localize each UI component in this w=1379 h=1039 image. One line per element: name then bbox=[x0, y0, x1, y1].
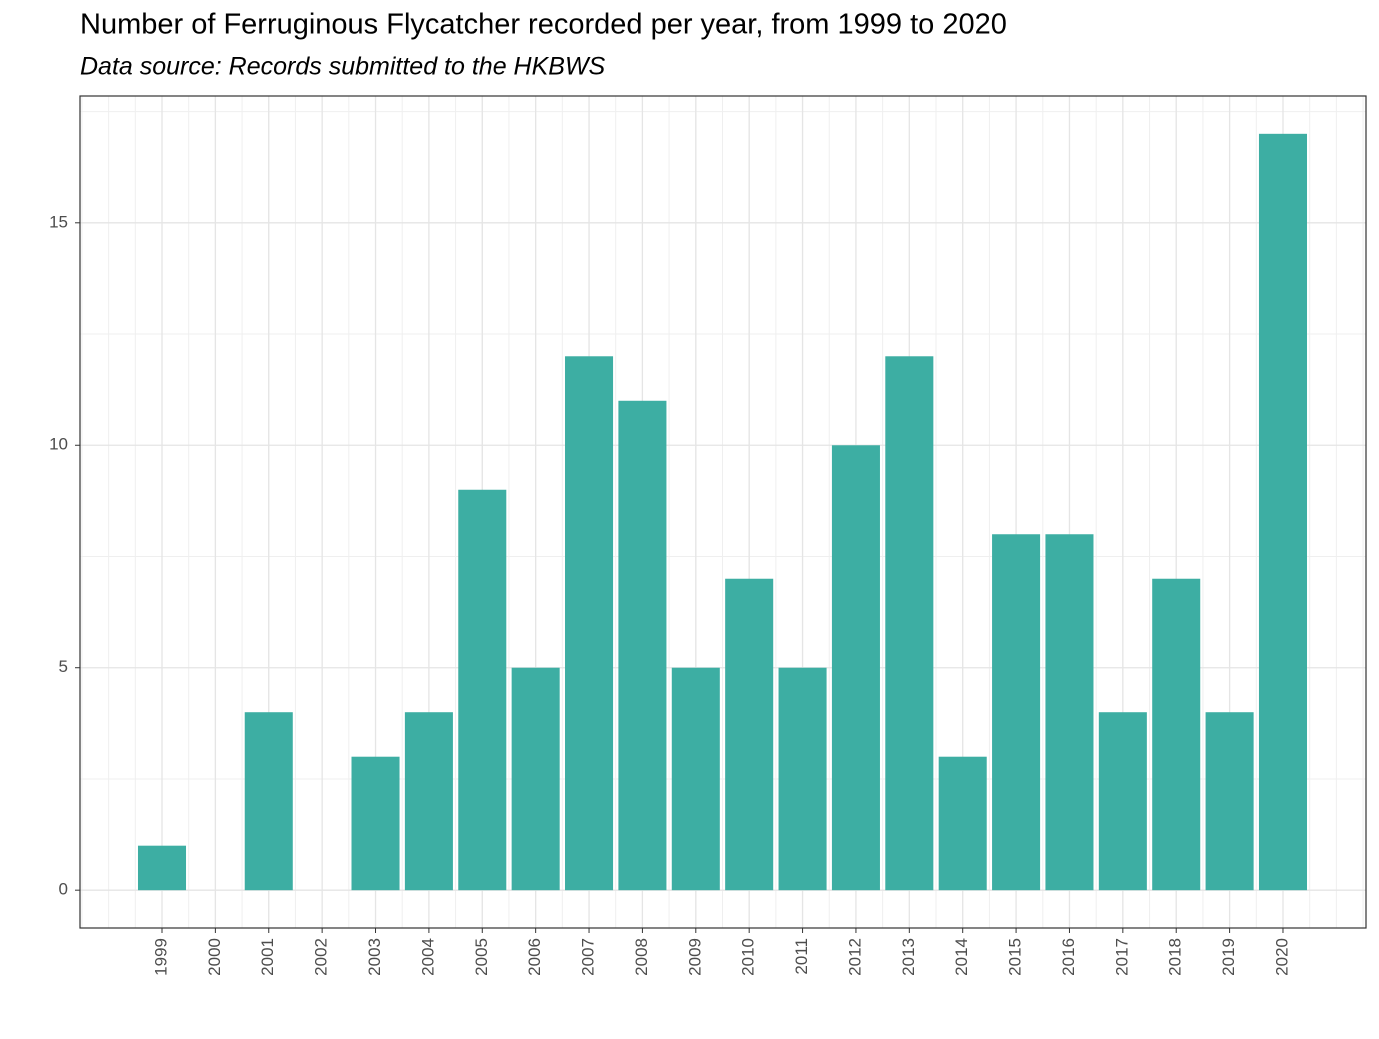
panel-border bbox=[79, 95, 1367, 929]
x-tick-label: 2005 bbox=[472, 938, 491, 976]
x-tick-label: 2012 bbox=[845, 938, 864, 976]
bar bbox=[831, 445, 880, 891]
x-tick-label: 2006 bbox=[525, 938, 544, 976]
x-tick-label: 2003 bbox=[365, 938, 384, 976]
bar bbox=[938, 756, 987, 891]
x-tick-label: 2019 bbox=[1219, 938, 1238, 976]
x-tick-label: 2016 bbox=[1059, 938, 1078, 976]
x-tick-label: 2008 bbox=[632, 938, 651, 976]
x-tick-label: 2015 bbox=[1006, 938, 1025, 976]
bar bbox=[351, 756, 400, 891]
x-tick-label: 2010 bbox=[739, 938, 758, 976]
x-tick-label: 2013 bbox=[899, 938, 918, 976]
bar bbox=[137, 845, 187, 891]
x-tick-label: 2017 bbox=[1112, 938, 1131, 976]
y-tick-label: 5 bbox=[59, 657, 68, 676]
x-tick-label: 2018 bbox=[1166, 938, 1185, 976]
chart-title: Number of Ferruginous Flycatcher recorde… bbox=[80, 9, 1007, 41]
bar bbox=[671, 667, 720, 891]
bar bbox=[1258, 133, 1308, 891]
y-tick-label: 15 bbox=[49, 212, 68, 231]
bar bbox=[244, 712, 293, 891]
bar bbox=[511, 667, 560, 891]
x-tick-label: 2000 bbox=[205, 938, 224, 976]
x-tick-label: 2001 bbox=[258, 938, 277, 976]
bar bbox=[458, 489, 507, 891]
bar bbox=[885, 356, 934, 891]
bar bbox=[404, 712, 453, 891]
x-tick-label: 2009 bbox=[685, 938, 704, 976]
bar bbox=[1098, 712, 1147, 891]
bar bbox=[1152, 578, 1201, 891]
y-tick-label: 0 bbox=[59, 880, 68, 899]
x-tick-label: 2011 bbox=[792, 938, 811, 975]
x-tick-label: 1999 bbox=[151, 938, 170, 976]
x-tick-label: 2007 bbox=[579, 938, 598, 976]
chart-subtitle: Data source: Records submitted to the HK… bbox=[80, 53, 606, 81]
y-tick-label: 10 bbox=[49, 435, 68, 454]
x-tick-label: 2004 bbox=[418, 938, 437, 976]
bars bbox=[137, 133, 1308, 891]
bar bbox=[992, 534, 1041, 891]
x-tick-label: 2014 bbox=[952, 938, 971, 976]
bar bbox=[618, 400, 667, 891]
bar bbox=[778, 667, 827, 891]
bar bbox=[1205, 712, 1254, 891]
bar bbox=[565, 356, 614, 891]
x-tick-label: 2020 bbox=[1272, 938, 1291, 976]
x-tick-label: 2002 bbox=[312, 938, 331, 976]
bar bbox=[725, 578, 774, 891]
bar bbox=[1045, 534, 1094, 891]
